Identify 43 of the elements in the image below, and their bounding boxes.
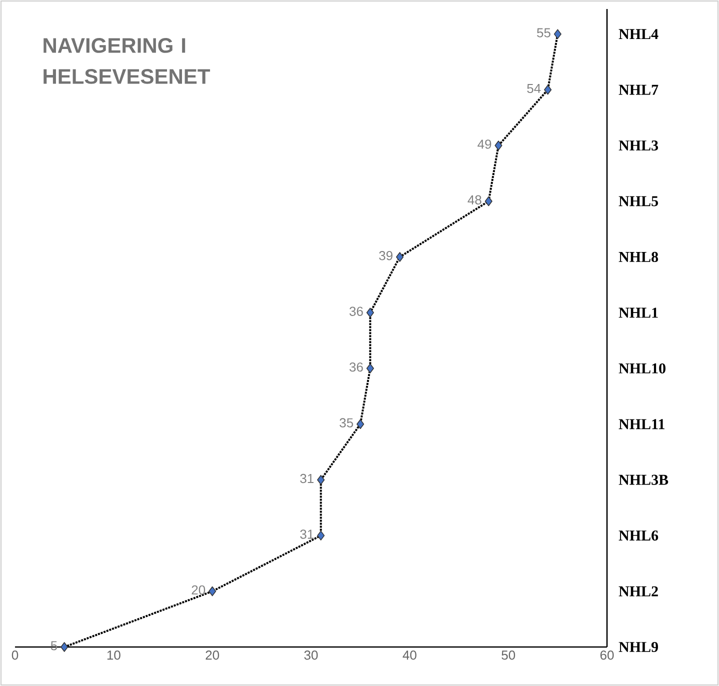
point: [208, 586, 216, 596]
data-label: 39: [379, 251, 392, 260]
data-label: 31: [300, 530, 314, 539]
point: [366, 363, 374, 374]
point: [60, 642, 68, 652]
point: [484, 196, 492, 206]
y-tick-label: NHL11: [618, 419, 664, 430]
x-tick-label: 0: [12, 650, 18, 660]
point: [356, 419, 364, 430]
point: [494, 140, 502, 150]
data-label: 55: [537, 28, 550, 38]
point: [554, 29, 562, 39]
x-tick-label: 30: [304, 650, 318, 660]
y-tick-label: NHL2: [618, 586, 658, 596]
y-tick-label: NHL3B: [618, 474, 668, 485]
x-tick-label: 40: [402, 650, 416, 660]
point: [317, 474, 325, 485]
data-label: 48: [468, 195, 482, 204]
x-tick-label: 50: [502, 650, 516, 660]
data-label: 31: [300, 474, 314, 484]
x-tick-label: 20: [206, 650, 220, 660]
text: NAVIGERING I HELSEVESENET: [44, 38, 210, 84]
data-label: 20: [192, 585, 206, 595]
y-tick-label: NHL4: [618, 29, 658, 40]
y-tick-label: NHL5: [618, 196, 658, 206]
point: [366, 308, 374, 318]
y-tick-label: NHL7: [618, 84, 658, 95]
data-label: 36: [350, 306, 363, 316]
point: [544, 84, 552, 95]
y-tick-label: NHL3: [618, 140, 658, 151]
y-tick-label: NHL8: [618, 252, 658, 262]
x-tick-label: 10: [107, 650, 120, 660]
data-label: 49: [478, 140, 492, 149]
y-tick-label: NHL6: [618, 530, 658, 541]
point: [317, 530, 325, 540]
data-label: 35: [340, 418, 354, 428]
y-tick-label: NHL10: [618, 363, 666, 374]
x-tick-label: 60: [600, 650, 614, 660]
y-tick-label: NHL9: [618, 642, 658, 652]
y-tick-label: NHL1: [618, 308, 658, 318]
point: [396, 252, 404, 262]
data-label: 54: [527, 84, 541, 94]
data-label: 36: [350, 362, 363, 372]
